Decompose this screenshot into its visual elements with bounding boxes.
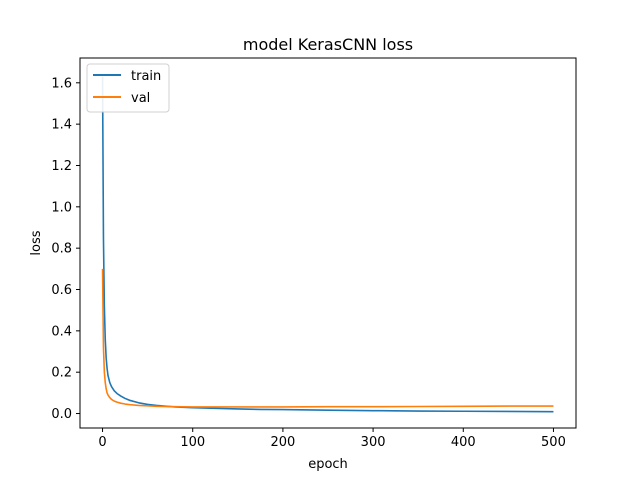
y-tick-label: 0.6 bbox=[51, 283, 72, 298]
legend: train val bbox=[86, 63, 170, 113]
y-tick-label: 0.4 bbox=[51, 324, 72, 339]
y-tick-label: 0.8 bbox=[51, 242, 72, 257]
legend-label-train: train bbox=[131, 69, 161, 84]
y-tick-label: 0.2 bbox=[51, 366, 72, 381]
plot-frame bbox=[79, 57, 577, 429]
series-line-val bbox=[101, 268, 554, 408]
x-tick-label: 200 bbox=[270, 435, 295, 450]
series-line-train bbox=[101, 76, 554, 413]
x-tick-label: 500 bbox=[541, 435, 566, 450]
y-tick-label: 1.4 bbox=[51, 118, 72, 133]
x-axis-label: epoch bbox=[308, 457, 348, 472]
x-tick-label: 400 bbox=[451, 435, 476, 450]
y-axis: 0.0 0.2 0.4 0.6 0.8 1.0 1.2 1.4 1.6 bbox=[51, 76, 80, 422]
x-tick-label: 0 bbox=[98, 435, 106, 450]
x-tick-label: 100 bbox=[180, 435, 205, 450]
plot-area bbox=[101, 76, 554, 413]
legend-label-val: val bbox=[131, 91, 150, 106]
y-tick-label: 0.0 bbox=[51, 407, 72, 422]
y-tick-label: 1.6 bbox=[51, 76, 72, 91]
y-tick-label: 1.2 bbox=[51, 159, 72, 174]
x-tick-label: 300 bbox=[361, 435, 386, 450]
x-axis: 0 100 200 300 400 500 bbox=[98, 428, 566, 450]
y-tick-label: 1.0 bbox=[51, 200, 72, 215]
y-axis-label: loss bbox=[29, 230, 44, 255]
chart-title: model KerasCNN loss bbox=[243, 35, 413, 54]
